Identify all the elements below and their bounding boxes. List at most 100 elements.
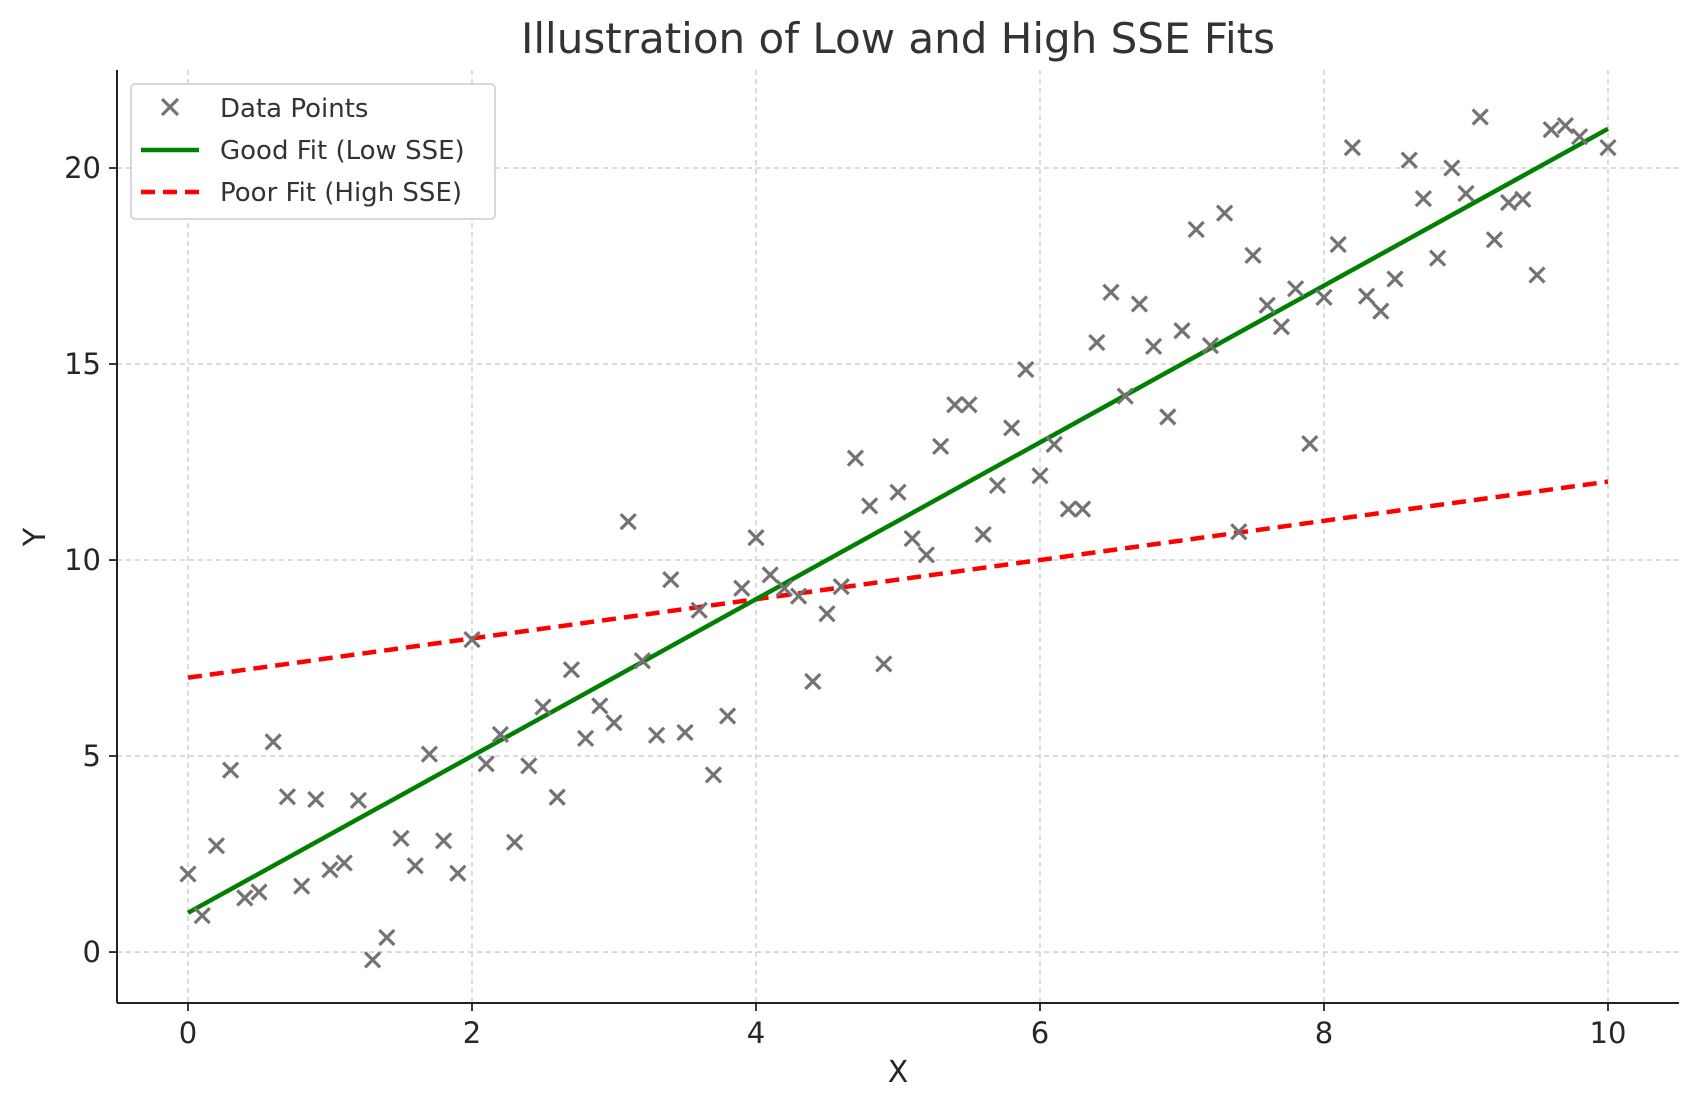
x-ticks: 0 2 4 6 8 10 (179, 1003, 1627, 1050)
data-point (1556, 117, 1575, 135)
data-point (931, 437, 950, 455)
data-point (193, 906, 211, 925)
data-point (1159, 408, 1177, 426)
data-point (676, 723, 694, 742)
data-point (179, 865, 197, 883)
data-point (1499, 193, 1518, 212)
legend-label-good-fit: Good Fit (Low SSE) (220, 136, 465, 166)
x-tick-label: 6 (1031, 1016, 1049, 1050)
legend-label-data-points: Data Points (220, 94, 368, 124)
data-point (619, 512, 637, 531)
data-point (1201, 336, 1220, 355)
data-point (434, 832, 453, 850)
data-point (349, 791, 368, 809)
y-tick-label: 0 (83, 935, 101, 969)
data-point (576, 729, 595, 748)
data-point (1414, 189, 1433, 208)
data-point (250, 883, 268, 901)
y-tick-label: 5 (83, 739, 101, 773)
x-tick-label: 4 (747, 1016, 765, 1050)
data-point (406, 857, 424, 875)
data-point (1215, 204, 1234, 222)
data-point (804, 672, 822, 691)
data-point (960, 396, 978, 414)
data-point (605, 714, 623, 732)
data-point (1443, 159, 1461, 177)
data-point (747, 529, 765, 547)
data-point (647, 726, 666, 744)
data-point (1400, 151, 1418, 169)
data-point (477, 755, 495, 773)
data-point (974, 525, 992, 544)
data-point (1073, 500, 1092, 518)
data-point (1088, 333, 1106, 352)
legend-box (130, 83, 496, 220)
data-point (278, 788, 297, 806)
data-point (1485, 231, 1504, 249)
data-point (662, 570, 680, 589)
data-points (179, 108, 1617, 969)
data-point (449, 864, 467, 882)
y-axis-label: Y (18, 527, 53, 547)
data-point (690, 601, 708, 619)
y-tick-label: 15 (64, 347, 101, 381)
data-point (875, 655, 893, 673)
data-point (1244, 246, 1262, 265)
legend-label-poor-fit: Poor Fit (High SSE) (220, 178, 462, 208)
data-point (1130, 295, 1149, 313)
data-point (534, 698, 552, 716)
data-point (860, 497, 879, 515)
data-point (1173, 322, 1191, 340)
data-point (335, 854, 353, 872)
y-tick-label: 10 (64, 543, 101, 577)
data-point (1116, 387, 1134, 405)
legend: Data Points Good Fit (Low SSE) Poor Fit … (130, 83, 496, 220)
data-point (548, 788, 566, 806)
data-point (775, 579, 794, 597)
data-point (363, 951, 382, 969)
data-point (761, 566, 779, 584)
data-point (1002, 419, 1021, 437)
data-point (520, 757, 538, 775)
data-point (1017, 360, 1035, 379)
y-ticks: 0 5 10 15 20 (64, 151, 117, 969)
data-point (1315, 288, 1333, 307)
data-point (789, 587, 808, 605)
data-point (1187, 220, 1205, 239)
data-point (1144, 337, 1163, 356)
data-point (733, 579, 751, 597)
data-point (1528, 266, 1546, 284)
data-point (633, 652, 652, 670)
data-point (903, 529, 921, 548)
y-tick-label: 20 (64, 151, 101, 185)
x-tick-label: 8 (1315, 1016, 1333, 1050)
x-axis-label: X (888, 1055, 909, 1090)
axes (116, 70, 1679, 1004)
data-point (1329, 235, 1347, 254)
data-point (988, 476, 1007, 495)
data-point (1599, 138, 1617, 157)
data-point (1045, 435, 1063, 454)
data-point (491, 725, 510, 744)
legend-marker-data-points (160, 97, 180, 117)
data-point (1386, 270, 1404, 288)
grid (117, 70, 1679, 1003)
data-point (1031, 467, 1049, 485)
data-point (1301, 434, 1319, 453)
data-point (1372, 302, 1390, 320)
data-point (505, 833, 524, 851)
data-point (832, 578, 850, 596)
data-point (1471, 108, 1489, 126)
chart-title: Illustration of Low and High SSE Fits (521, 14, 1275, 63)
data-point (1286, 280, 1305, 298)
data-point (1542, 120, 1560, 139)
good-fit-layer (186, 126, 1610, 915)
x-tick-label: 2 (463, 1016, 481, 1050)
data-point (818, 605, 836, 623)
data-point (292, 877, 311, 895)
x-tick-label: 10 (1590, 1016, 1627, 1050)
data-point (1357, 287, 1376, 305)
data-point (307, 790, 325, 809)
good-fit-line (186, 126, 1610, 915)
data-point (207, 837, 226, 855)
